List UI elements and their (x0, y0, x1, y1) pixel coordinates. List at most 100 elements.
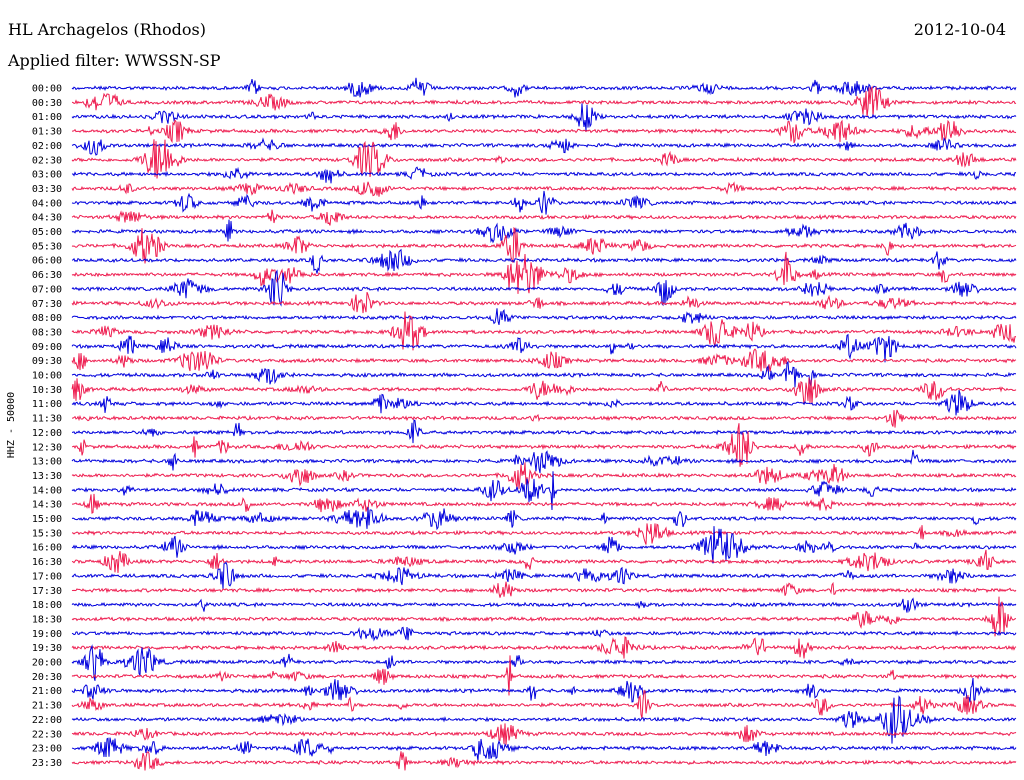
trace-row (71, 677, 1017, 704)
row-label: 09:30 (32, 356, 62, 367)
row-label: 21:30 (32, 701, 62, 712)
trace-row (71, 636, 1017, 659)
trace-row (71, 269, 1017, 307)
trace-row (71, 248, 1017, 274)
trace-row (71, 561, 1017, 590)
row-label: 16:00 (32, 543, 62, 554)
row-label: 21:00 (32, 686, 62, 697)
row-label: 10:30 (32, 385, 62, 396)
trace-row (71, 419, 1017, 444)
row-label: 04:00 (32, 198, 62, 209)
row-label: 03:00 (32, 170, 62, 181)
trace-row (71, 737, 1017, 762)
row-label: 05:00 (32, 227, 62, 238)
row-label: 15:30 (32, 528, 62, 539)
trace-row (71, 251, 1017, 294)
trace-row (71, 85, 1017, 118)
trace-row (71, 695, 1017, 744)
row-label: 11:00 (32, 399, 62, 410)
row-label: 00:30 (32, 98, 62, 109)
filter-label: Applied filter: WWSSN-SP (8, 51, 221, 70)
row-label: 06:30 (32, 270, 62, 281)
trace-row (71, 219, 1017, 244)
row-label: 14:00 (32, 485, 62, 496)
row-label: 16:30 (32, 557, 62, 568)
row-label: 12:30 (32, 442, 62, 453)
row-label: 20:30 (32, 672, 62, 683)
row-label: 03:30 (32, 184, 62, 195)
row-label: 23:30 (32, 758, 62, 769)
row-label: 11:30 (32, 414, 62, 425)
row-label: 00:00 (32, 84, 62, 95)
trace-row (71, 360, 1016, 388)
trace-row (72, 493, 1017, 514)
trace-row (71, 449, 1017, 474)
trace-row (71, 655, 1017, 696)
trace-row (71, 190, 1017, 215)
trace-row (71, 389, 1017, 416)
row-label: 01:00 (32, 112, 62, 123)
trace-row (72, 119, 1017, 144)
trace-row (71, 549, 1017, 573)
row-label: 08:30 (32, 327, 62, 338)
trace-row (71, 137, 1017, 156)
row-label: 07:30 (32, 299, 62, 310)
row-label: 14:30 (32, 500, 62, 511)
row-label: 07:00 (32, 284, 62, 295)
row-label: 17:30 (32, 586, 62, 597)
row-label: 20:00 (32, 658, 62, 669)
trace-row (71, 311, 1017, 351)
row-label: 15:00 (32, 514, 62, 525)
trace-row (71, 377, 1017, 405)
row-label: 19:00 (32, 629, 62, 640)
row-label: 19:30 (32, 643, 62, 654)
trace-row (71, 209, 1017, 226)
trace-row (71, 471, 1017, 511)
trace-row (71, 644, 1017, 681)
trace-row (71, 723, 1017, 745)
trace-row (71, 348, 1017, 373)
trace-row (71, 626, 1017, 642)
trace-row (71, 166, 1017, 184)
trace-row (71, 581, 1017, 598)
trace-row (71, 139, 1017, 179)
row-label: 13:30 (32, 471, 62, 482)
row-label: 01:30 (32, 127, 62, 138)
trace-row (71, 526, 1017, 564)
row-label: 22:00 (32, 715, 62, 726)
station-title: HL Archagelos (Rhodos) (8, 20, 206, 39)
row-label: 02:30 (32, 155, 62, 166)
row-label: 02:00 (32, 141, 62, 152)
date-label: 2012-10-04 (913, 20, 1006, 39)
row-label: 18:00 (32, 600, 62, 611)
trace-row (71, 226, 1017, 264)
row-labels: 00:00 00:30 01:00 01:30 02:00 02:30 03:00 03:30… (32, 84, 62, 769)
row-label: 13:00 (32, 457, 62, 468)
trace-row (71, 751, 1017, 771)
trace-row (71, 181, 1017, 197)
trace-row (71, 523, 1017, 545)
trace-row (71, 597, 1017, 613)
row-label: 18:30 (32, 614, 62, 625)
row-label: 12:00 (32, 428, 62, 439)
row-label: 23:00 (32, 744, 62, 755)
row-label: 06:00 (32, 256, 62, 267)
trace-row (71, 77, 1017, 98)
row-label: 22:30 (32, 729, 62, 740)
row-label: 08:00 (32, 313, 62, 324)
trace-row (71, 333, 1017, 363)
row-label: 17:00 (32, 571, 62, 582)
trace-row (71, 103, 1017, 131)
row-label: 04:30 (32, 213, 62, 224)
trace-row (71, 292, 1017, 314)
row-label: 10:00 (32, 371, 62, 382)
row-label: 05:30 (32, 241, 62, 252)
y-axis-label: HHZ - 50000 (6, 392, 17, 458)
trace-row (71, 462, 1017, 490)
trace-row (71, 507, 1017, 531)
seismic-traces (71, 77, 1017, 771)
trace-row (71, 596, 1017, 637)
trace-row (71, 423, 1017, 467)
row-label: 09:00 (32, 342, 62, 353)
